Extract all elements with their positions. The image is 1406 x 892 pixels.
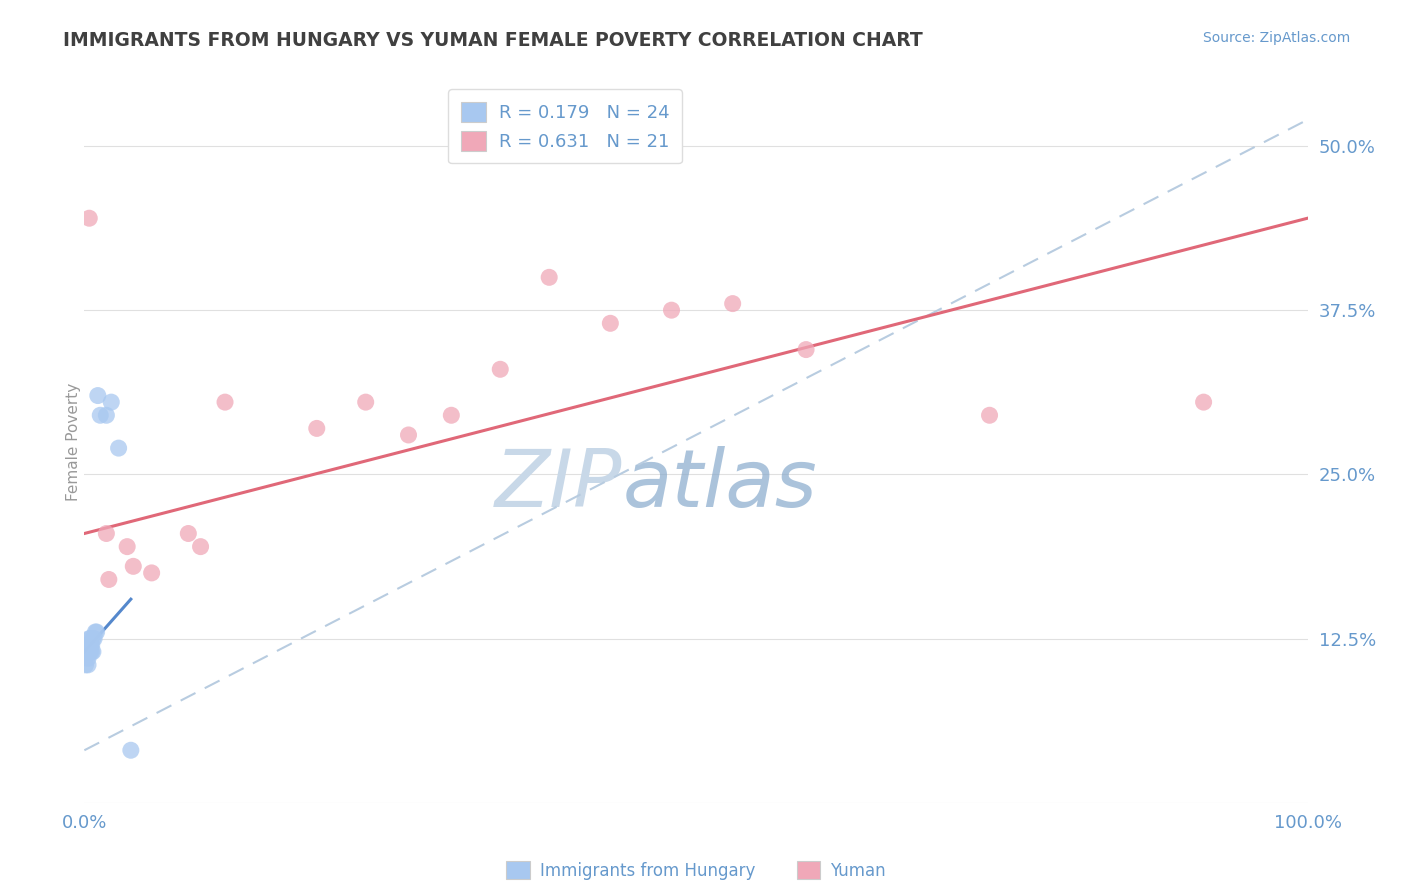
- Point: [177, 526, 200, 541]
- Point: [79, 645, 101, 659]
- Legend: Immigrants from Hungary, Yuman: Immigrants from Hungary, Yuman: [499, 855, 893, 887]
- Point: [75, 657, 97, 672]
- Point: [96, 526, 118, 541]
- Point: [440, 409, 463, 423]
- Point: [79, 632, 101, 646]
- Point: [77, 657, 100, 672]
- Point: [89, 409, 111, 423]
- Point: [107, 441, 129, 455]
- Point: [80, 638, 103, 652]
- Point: [80, 645, 103, 659]
- Point: [77, 645, 100, 659]
- Text: ZIP: ZIP: [495, 446, 623, 524]
- Point: [599, 316, 621, 330]
- Text: atlas: atlas: [623, 446, 817, 524]
- Point: [77, 651, 100, 665]
- Y-axis label: Female Poverty: Female Poverty: [66, 383, 80, 500]
- Point: [87, 388, 110, 402]
- Point: [77, 632, 100, 646]
- Point: [97, 573, 120, 587]
- Point: [100, 395, 122, 409]
- Point: [190, 540, 212, 554]
- Point: [79, 638, 101, 652]
- Point: [96, 409, 118, 423]
- Point: [76, 645, 98, 659]
- Point: [77, 211, 100, 226]
- Point: [83, 632, 105, 646]
- Point: [120, 743, 142, 757]
- Point: [86, 625, 108, 640]
- Point: [115, 540, 138, 554]
- Point: [305, 421, 328, 435]
- Point: [1192, 395, 1215, 409]
- Point: [77, 638, 100, 652]
- Point: [794, 343, 817, 357]
- Point: [489, 362, 512, 376]
- Point: [979, 409, 1001, 423]
- Point: [721, 296, 744, 310]
- Point: [82, 645, 104, 659]
- Text: Source: ZipAtlas.com: Source: ZipAtlas.com: [1202, 31, 1350, 45]
- Point: [141, 566, 163, 580]
- Point: [84, 625, 107, 640]
- Point: [538, 270, 561, 285]
- Point: [661, 303, 683, 318]
- Point: [76, 638, 98, 652]
- Point: [398, 428, 420, 442]
- Point: [214, 395, 236, 409]
- Point: [82, 632, 104, 646]
- Point: [122, 559, 145, 574]
- Point: [354, 395, 377, 409]
- Text: IMMIGRANTS FROM HUNGARY VS YUMAN FEMALE POVERTY CORRELATION CHART: IMMIGRANTS FROM HUNGARY VS YUMAN FEMALE …: [63, 31, 922, 50]
